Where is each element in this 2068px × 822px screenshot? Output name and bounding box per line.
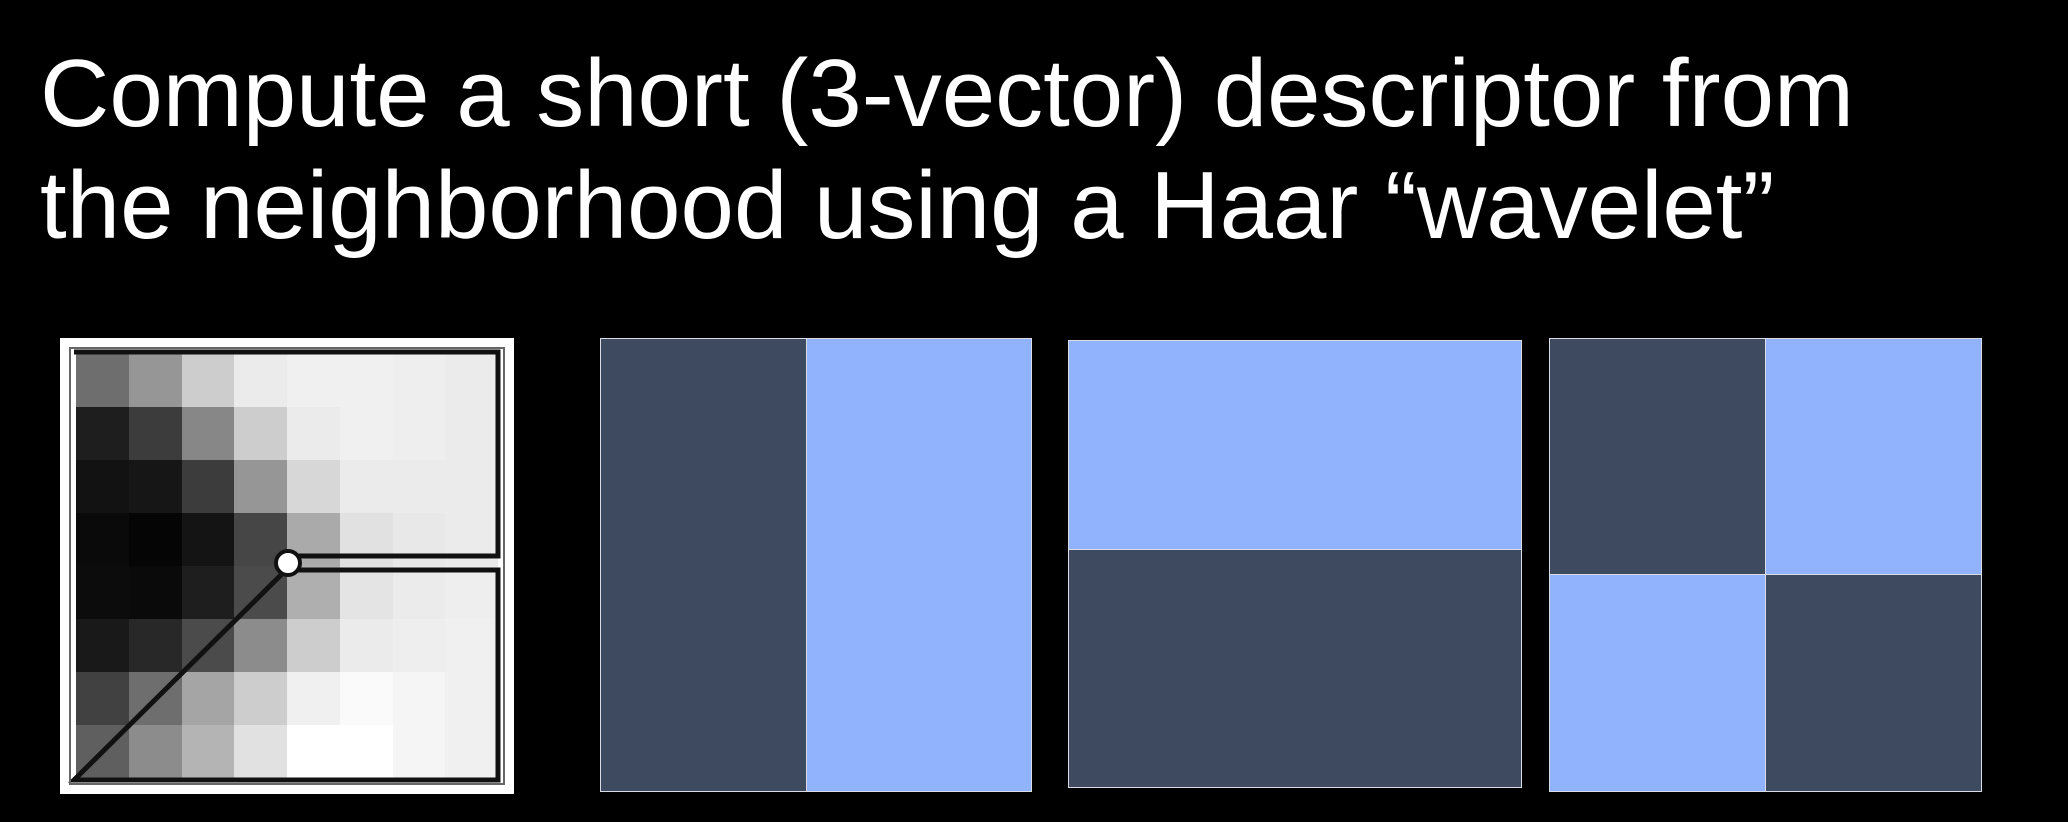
vertical-edge-wavelet [600, 338, 1032, 792]
title-line-2: the neighborhood using a Haar “wavelet” [40, 150, 2040, 262]
pixel-neighborhood-image [60, 338, 514, 794]
neighborhood-outline [60, 338, 514, 794]
wavelet-block-dark [1765, 574, 1982, 792]
wavelet-block-light [1765, 338, 1982, 576]
wavelet-block-light [1549, 574, 1767, 792]
title-line-1: Compute a short (3-vector) descriptor fr… [40, 38, 2040, 150]
wavelet-block-light [806, 338, 1032, 792]
slide-title: Compute a short (3-vector) descriptor fr… [40, 38, 2040, 262]
wavelet-block-light [1068, 340, 1522, 551]
wavelet-block-dark [600, 338, 808, 792]
wavelet-block-dark [1068, 549, 1522, 788]
diagonal-wavelet [1549, 338, 1982, 792]
wavelet-block-dark [1549, 338, 1767, 576]
horizontal-edge-wavelet [1068, 340, 1522, 788]
keypoint-circle-icon [276, 551, 300, 575]
